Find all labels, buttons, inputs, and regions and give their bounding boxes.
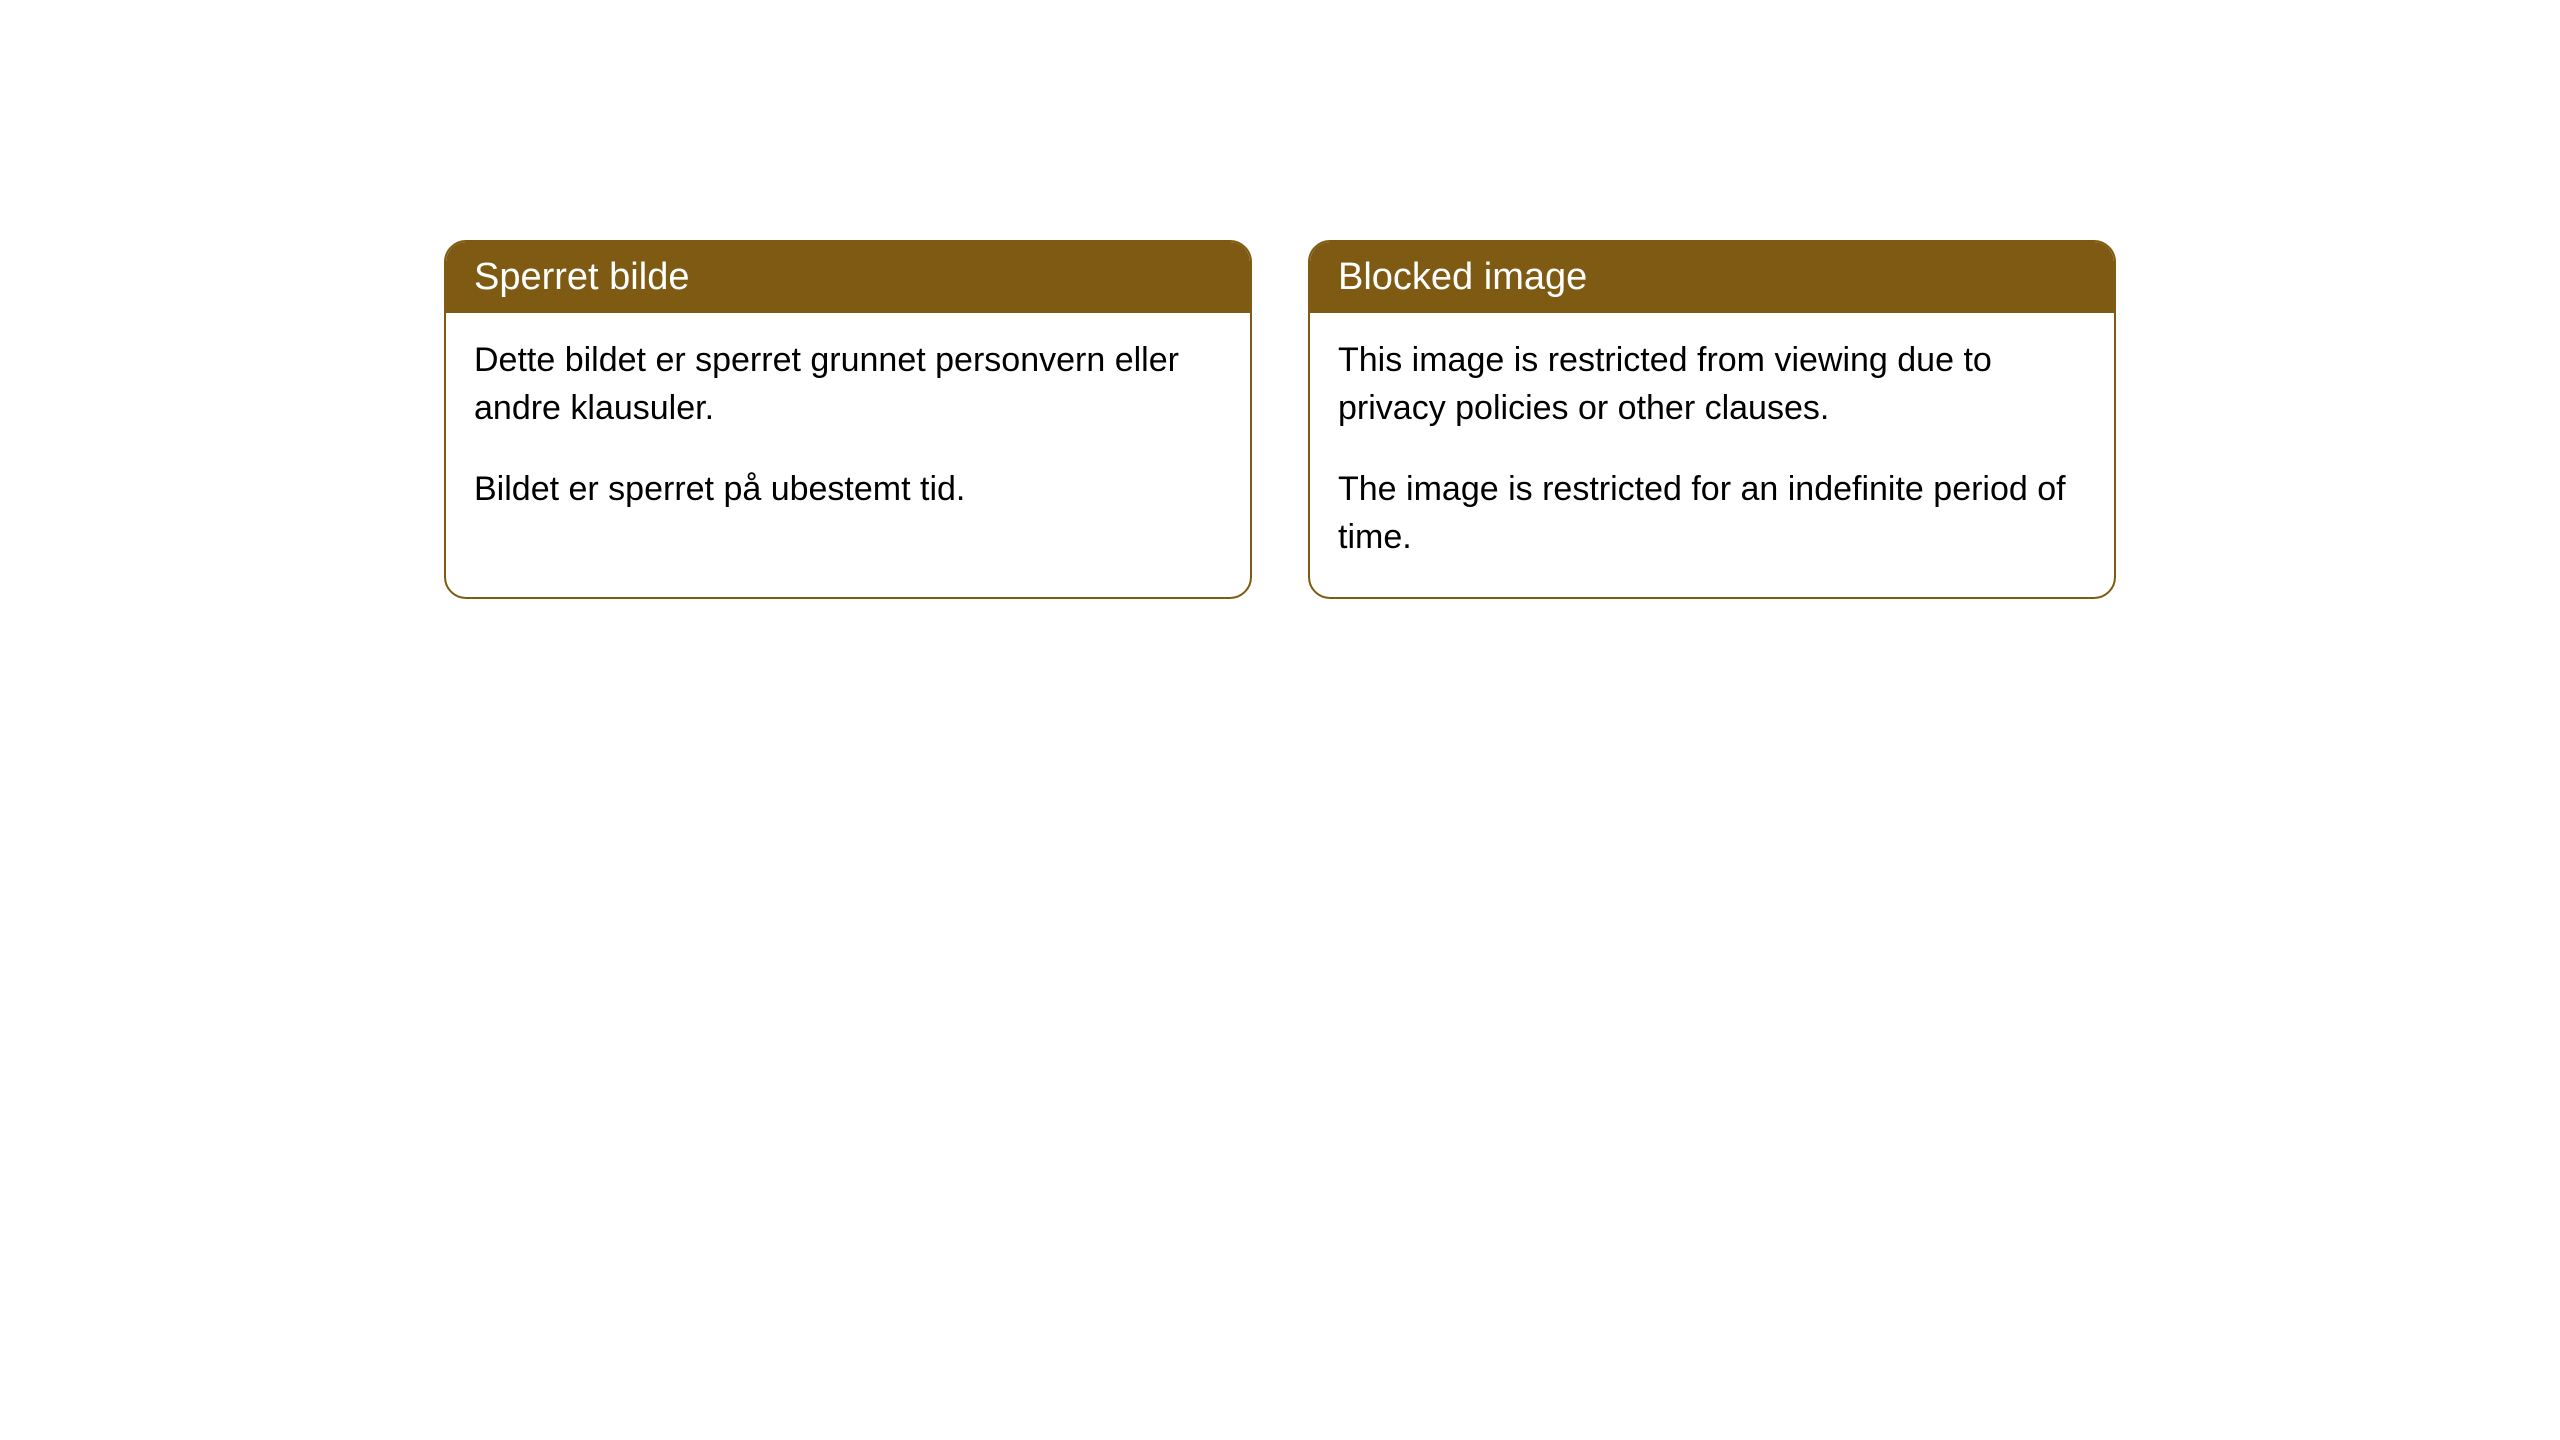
card-paragraph-2-norwegian: Bildet er sperret på ubestemt tid.	[474, 466, 1222, 514]
blocked-image-card-english: Blocked image This image is restricted f…	[1308, 240, 2116, 599]
card-paragraph-1-norwegian: Dette bildet er sperret grunnet personve…	[474, 337, 1222, 432]
card-body-norwegian: Dette bildet er sperret grunnet personve…	[446, 313, 1250, 550]
card-title-norwegian: Sperret bilde	[446, 242, 1250, 313]
notice-cards-container: Sperret bilde Dette bildet er sperret gr…	[444, 240, 2116, 599]
card-paragraph-1-english: This image is restricted from viewing du…	[1338, 337, 2086, 432]
card-title-english: Blocked image	[1310, 242, 2114, 313]
card-body-english: This image is restricted from viewing du…	[1310, 313, 2114, 597]
blocked-image-card-norwegian: Sperret bilde Dette bildet er sperret gr…	[444, 240, 1252, 599]
card-paragraph-2-english: The image is restricted for an indefinit…	[1338, 466, 2086, 561]
